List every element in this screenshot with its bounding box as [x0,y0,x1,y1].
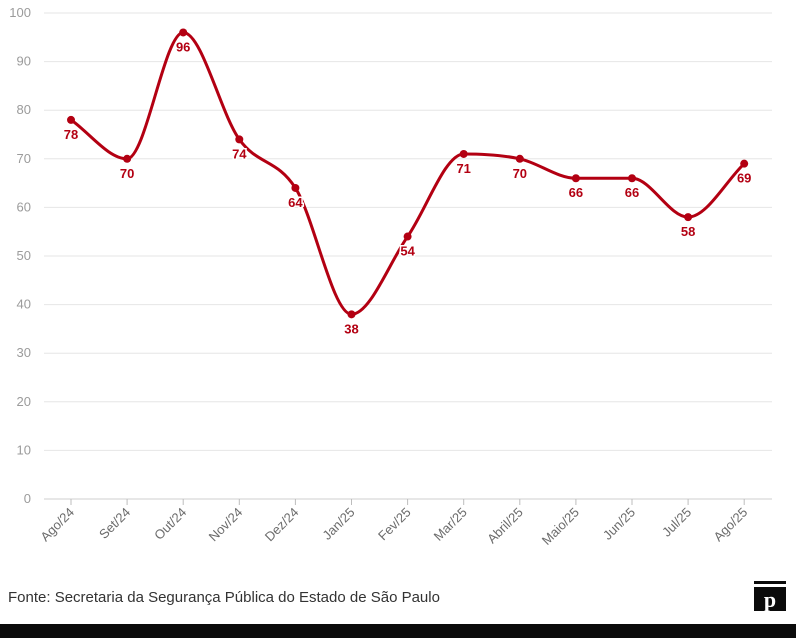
y-tick-label: 80 [17,102,31,117]
y-tick-label: 20 [17,394,31,409]
data-point [235,135,244,144]
data-point [515,154,524,163]
data-point [740,159,749,168]
data-labels: 78 70 96 74 64 38 54 71 70 66 66 58 69 [62,38,753,338]
data-point [179,28,188,37]
data-label: 70 [513,166,527,181]
x-tick-label: Nov/24 [206,505,246,545]
logo-letter: p [764,587,776,611]
source-note: Fonte: Secretaria da Segurança Pública d… [8,589,440,606]
y-axis-ticks: 0 10 20 30 40 50 60 70 80 90 100 [9,5,31,506]
x-tick-label: Set/24 [96,505,133,542]
y-tick-label: 60 [17,199,31,214]
x-tick-label: Dez/24 [262,505,302,545]
grid-lines [44,12,772,500]
data-label: 66 [625,185,639,200]
x-axis-ticks: Ago/24 Set/24 Out/24 Nov/24 Dez/24 Jan/25 Fev/… [37,499,750,548]
data-label: 64 [288,195,303,210]
data-point [628,174,636,183]
data-label: 70 [120,166,134,181]
y-tick-label: 90 [17,54,31,69]
x-tick-label: Jun/25 [600,505,638,543]
data-label: 74 [232,146,247,161]
x-tick-label: Ago/25 [711,505,751,545]
data-label: 96 [176,39,190,54]
data-point [67,115,75,124]
y-tick-label: 100 [9,5,31,20]
data-label: 54 [400,244,415,259]
y-tick-label: 10 [17,442,31,457]
data-point [571,174,580,183]
series-line [70,30,746,316]
data-label: 71 [456,161,470,176]
x-tick-label: Ago/24 [37,505,77,545]
data-point [459,149,468,158]
x-tick-label: Out/24 [151,505,189,543]
x-tick-label: Mar/25 [431,505,470,544]
data-point [291,183,300,192]
data-point [403,232,412,241]
y-tick-label: 70 [17,151,31,166]
data-label: 58 [681,224,695,239]
x-tick-label: Fev/25 [375,505,414,544]
x-tick-label: Abril/25 [484,505,526,547]
footer-bar [0,624,796,638]
data-point [347,310,356,319]
data-point [123,154,132,163]
data-label: 66 [569,185,583,200]
data-point [684,213,693,222]
x-tick-label: Jul/25 [659,505,694,540]
data-points [67,28,749,319]
data-label: 69 [737,171,751,186]
x-tick-label: Jan/25 [319,505,357,543]
publisher-logo: p [754,581,786,611]
x-tick-label: Maio/25 [539,505,582,548]
y-tick-label: 30 [17,345,31,360]
line-chart: 0 10 20 30 40 50 60 70 80 90 100 Ago/24 Set/24 Out/2… [9,5,772,548]
y-tick-label: 50 [17,248,31,263]
y-tick-label: 0 [24,491,31,506]
data-label: 38 [344,321,358,336]
y-tick-label: 40 [17,297,31,312]
data-label: 78 [64,127,78,142]
